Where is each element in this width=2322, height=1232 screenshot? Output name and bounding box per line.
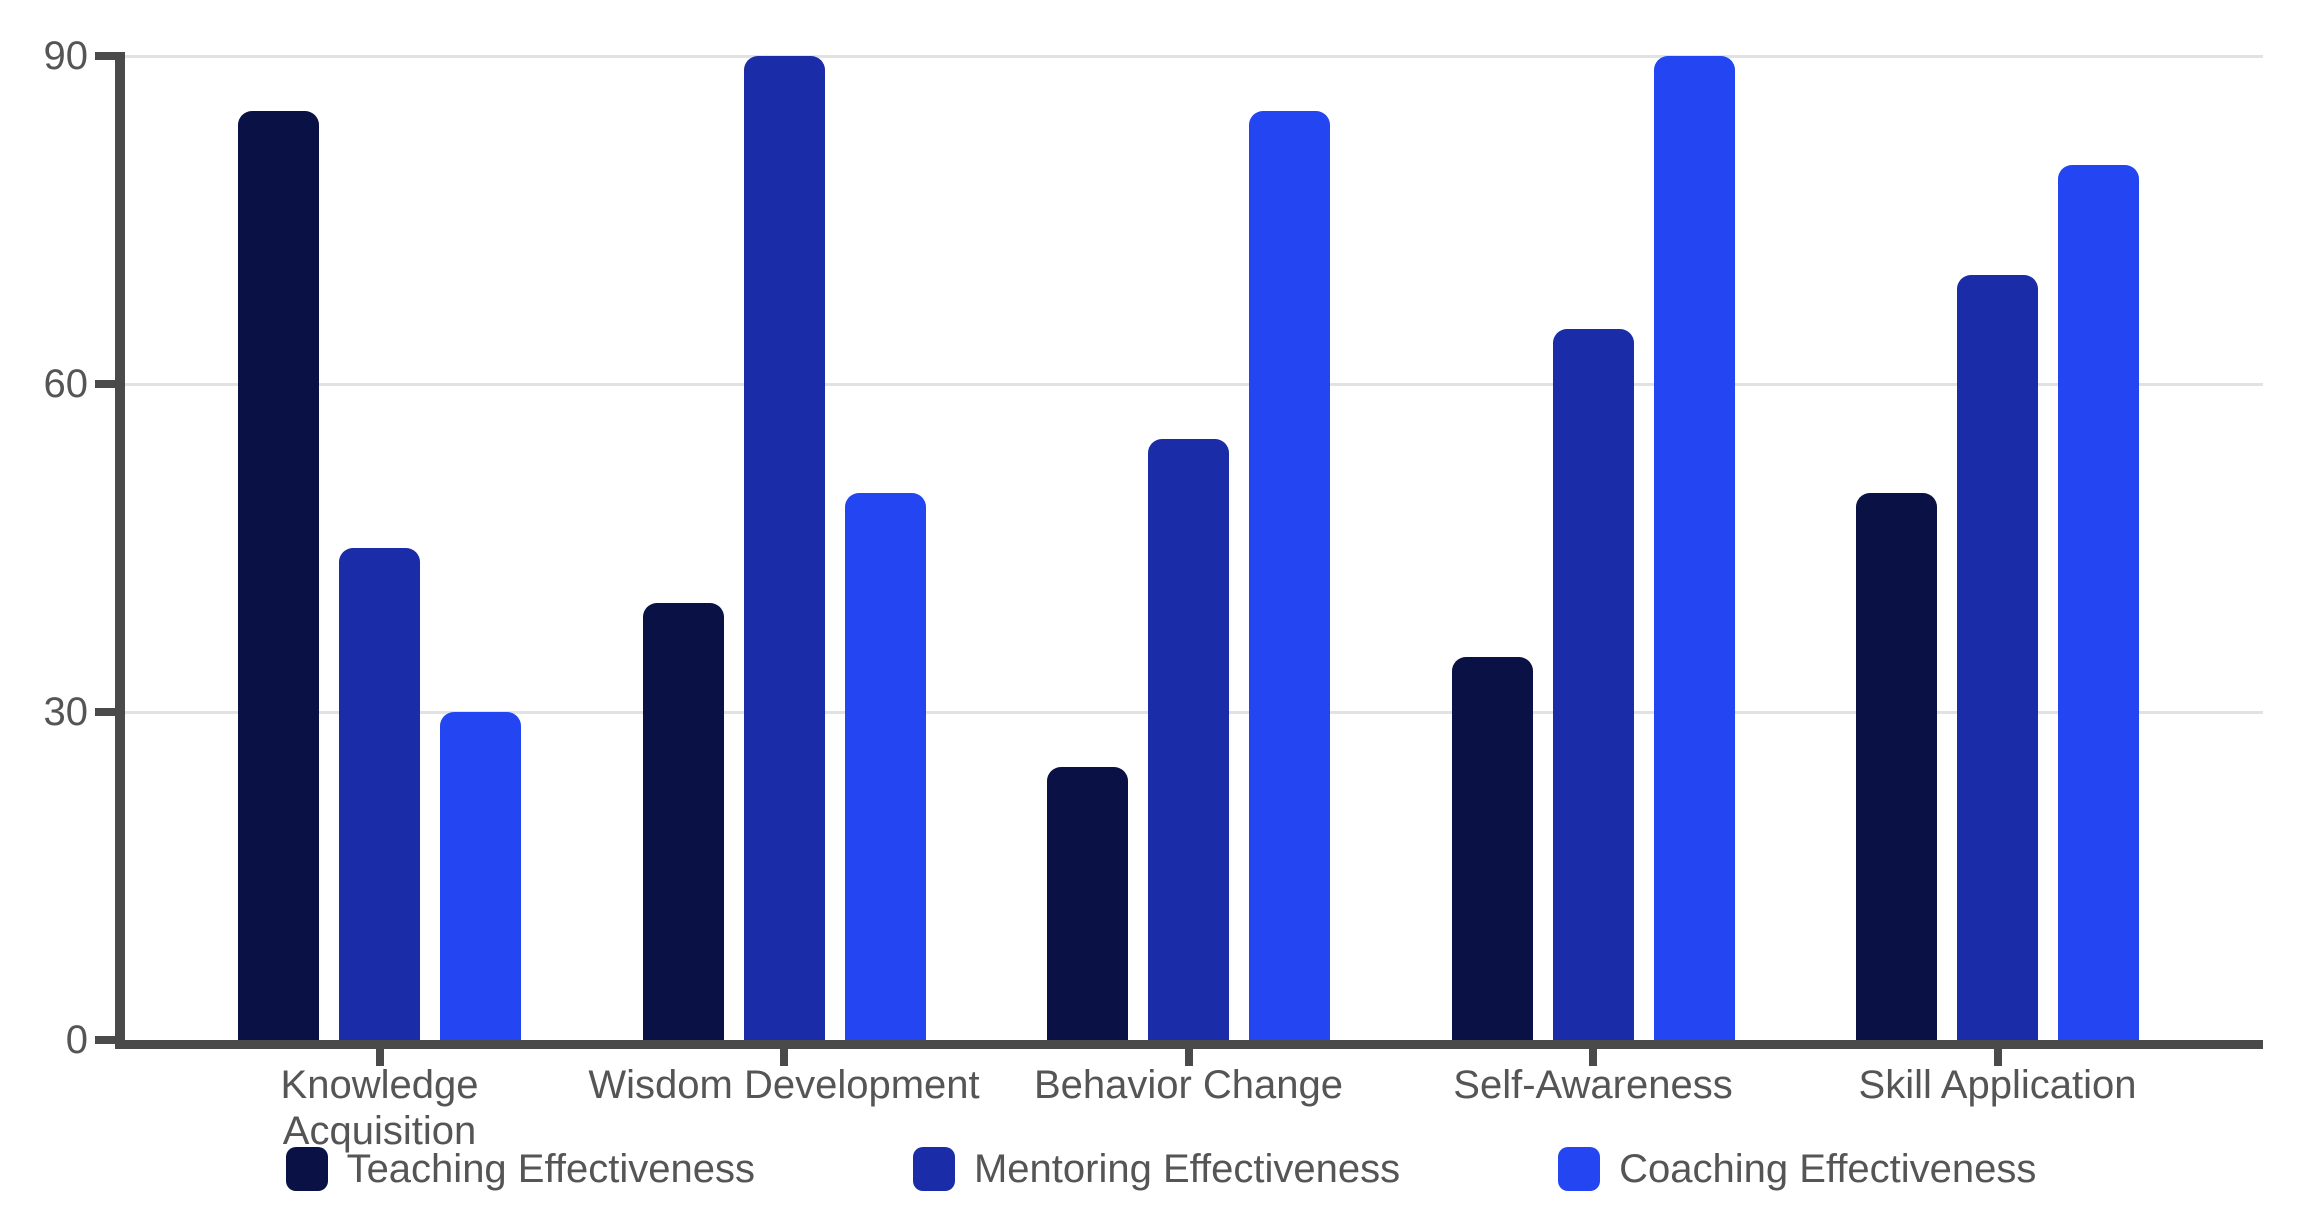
y-axis-label-90: 90 <box>43 34 89 78</box>
bar-coaching-effectiveness-3 <box>1249 110 1330 1042</box>
bar-teaching-effectiveness-1 <box>238 110 319 1042</box>
bar-teaching-effectiveness-4 <box>1451 657 1533 1042</box>
gridline-60 <box>125 383 2263 386</box>
x-tick-2 <box>780 1049 788 1066</box>
x-tick-5 <box>1993 1049 2002 1066</box>
legend-label: Teaching Effectiveness <box>346 1147 755 1191</box>
x-tick-3 <box>1184 1049 1193 1066</box>
x-axis-label-2: Wisdom Development <box>588 1063 980 1107</box>
bar-teaching-effectiveness-2 <box>642 602 724 1042</box>
x-axis-label-1: Knowledge Acquisition <box>280 1063 479 1153</box>
legend-item-coaching-effectiveness[interactable]: Coaching Effectiveness <box>1558 1146 2036 1192</box>
bar-coaching-effectiveness-1 <box>440 712 521 1042</box>
y-tick-60 <box>95 380 125 388</box>
x-axis-label-4: Self-Awareness <box>1453 1063 1733 1107</box>
legend-label: Mentoring Effectiveness <box>973 1147 1401 1191</box>
bar-coaching-effectiveness-5 <box>2058 165 2139 1042</box>
bar-coaching-effectiveness-4 <box>1653 56 1735 1042</box>
bar-mentoring-effectiveness-3 <box>1148 438 1229 1042</box>
y-axis-line <box>115 56 125 1049</box>
legend-label: Coaching Effectiveness <box>1619 1147 2037 1191</box>
x-tick-1 <box>375 1049 384 1066</box>
y-axis-label-30: 30 <box>43 690 89 734</box>
x-axis-line <box>115 1040 2263 1049</box>
bar-coaching-effectiveness-2 <box>844 493 926 1042</box>
gridline-90 <box>125 55 2263 58</box>
y-tick-30 <box>95 708 125 716</box>
y-tick-90 <box>95 52 125 60</box>
legend-swatch-icon <box>912 1147 955 1191</box>
bar-mentoring-effectiveness-2 <box>743 56 825 1042</box>
legend-item-teaching-effectiveness[interactable]: Teaching Effectiveness <box>285 1146 755 1192</box>
chart-legend: Teaching Effectiveness Mentoring Effectiv… <box>0 1146 2322 1192</box>
legend-swatch-icon <box>285 1147 328 1191</box>
y-axis-label-60: 60 <box>43 362 89 406</box>
bar-mentoring-effectiveness-5 <box>1957 274 2038 1042</box>
y-axis-label-0: 0 <box>65 1018 88 1062</box>
bar-mentoring-effectiveness-1 <box>339 548 420 1042</box>
legend-item-mentoring-effectiveness[interactable]: Mentoring Effectiveness <box>912 1146 1401 1192</box>
bar-mentoring-effectiveness-4 <box>1552 329 1634 1042</box>
y-tick-0 <box>95 1036 125 1044</box>
bar-teaching-effectiveness-5 <box>1856 493 1937 1042</box>
x-axis-label-3: Behavior Change <box>1033 1063 1344 1107</box>
bar-teaching-effectiveness-3 <box>1047 766 1128 1042</box>
x-tick-4 <box>1589 1049 1597 1066</box>
legend-swatch-icon <box>1558 1147 1601 1191</box>
x-axis-label-5: Skill Application <box>1858 1063 2137 1107</box>
